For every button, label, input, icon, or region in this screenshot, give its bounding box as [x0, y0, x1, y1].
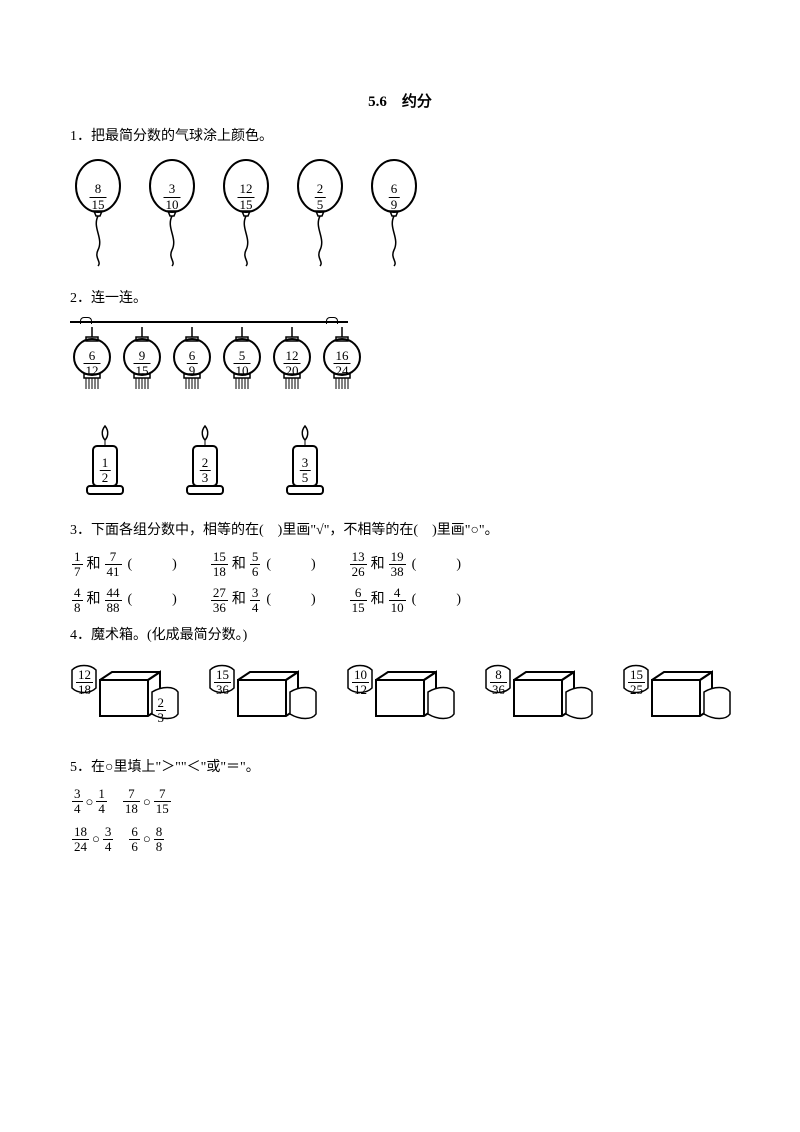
- magicbox-2: 1012: [346, 662, 456, 737]
- lantern-4: 1220: [270, 327, 314, 397]
- candle-fraction: 23: [200, 456, 211, 486]
- balloon-row: 815 310 1215 25: [70, 158, 740, 268]
- lantern-1: 915: [120, 327, 164, 397]
- fraction-pair: 1518和56 ( ): [211, 550, 320, 580]
- balloon-3: 25: [292, 158, 348, 268]
- magicbox-0: 1218 23: [70, 662, 180, 737]
- compare-circle[interactable]: ○: [92, 829, 100, 850]
- candle-2: 35: [280, 422, 330, 500]
- q5-row1: 34○14 718○715: [72, 787, 740, 817]
- q3-row2: 48和4488 ( ) 2736和34 ( ) 615和410 ( ): [72, 586, 740, 616]
- fraction-pair: 17和741 ( ): [72, 550, 181, 580]
- candle-0: 12: [80, 422, 130, 500]
- balloon-fraction: 1215: [238, 182, 255, 212]
- lantern-fraction: 510: [234, 349, 251, 379]
- answer-paren[interactable]: ( ): [412, 589, 465, 611]
- candle-row: 12 23 35: [80, 422, 740, 500]
- lantern-3: 510: [220, 327, 264, 397]
- compare-circle[interactable]: ○: [143, 792, 151, 813]
- q1-label: 1．把最简分数的气球涂上颜色。: [70, 126, 740, 148]
- lantern-fraction: 1220: [284, 349, 301, 379]
- lantern-fraction: 1624: [334, 349, 351, 379]
- and-text: 和: [87, 554, 101, 576]
- and-text: 和: [371, 589, 385, 611]
- and-text: 和: [232, 589, 246, 611]
- answer-paren[interactable]: ( ): [128, 589, 181, 611]
- magicbox-1: 1536: [208, 662, 318, 737]
- lantern-fraction: 69: [187, 349, 198, 379]
- fraction-pair: 1326和1938 ( ): [350, 550, 465, 580]
- q3-label: 3．下面各组分数中，相等的在( )里画"√"，不相等的在( )里画"○"。: [70, 520, 740, 542]
- magicbox-input: 1218: [76, 668, 93, 698]
- lantern-5: 1624: [320, 327, 364, 397]
- candle-1: 23: [180, 422, 230, 500]
- lantern-0: 612: [70, 327, 114, 397]
- q4-label: 4．魔术箱。(化成最简分数。): [70, 625, 740, 647]
- compare-pair: 1824○34: [72, 825, 113, 855]
- answer-paren[interactable]: ( ): [266, 554, 319, 576]
- q5-row2: 1824○34 66○88: [72, 825, 740, 855]
- compare-pair: 718○715: [123, 787, 171, 817]
- and-text: 和: [371, 554, 385, 576]
- balloon-fraction: 310: [164, 182, 181, 212]
- and-text: 和: [87, 589, 101, 611]
- q5-label: 5．在○里填上"＞""＜"或"＝"。: [70, 757, 740, 779]
- q2-label: 2．连一连。: [70, 288, 740, 310]
- fraction-pair: 2736和34 ( ): [211, 586, 320, 616]
- lantern-fraction: 612: [84, 349, 101, 379]
- fraction-pair: 615和410 ( ): [350, 586, 465, 616]
- lantern-group: 612 915: [70, 321, 740, 397]
- candle-fraction: 35: [300, 456, 311, 486]
- magicbox-row: 1218 23 1536 1012: [70, 662, 740, 737]
- balloon-fraction: 25: [315, 182, 326, 212]
- balloon-1: 310: [144, 158, 200, 268]
- balloon-2: 1215: [218, 158, 274, 268]
- balloon-4: 69: [366, 158, 422, 268]
- lantern-fraction: 915: [134, 349, 151, 379]
- magicbox-input: 1012: [352, 668, 369, 698]
- compare-pair: 34○14: [72, 787, 107, 817]
- candle-fraction: 12: [100, 456, 111, 486]
- compare-circle[interactable]: ○: [143, 829, 151, 850]
- compare-pair: 66○88: [129, 825, 164, 855]
- magicbox-output[interactable]: 23: [156, 696, 167, 726]
- magicbox-4: 1525: [622, 662, 732, 737]
- q3-row1: 17和741 ( ) 1518和56 ( ) 1326和1938 ( ): [72, 550, 740, 580]
- balloon-fraction: 69: [389, 182, 400, 212]
- balloon-fraction: 815: [90, 182, 107, 212]
- answer-paren[interactable]: ( ): [412, 554, 465, 576]
- magicbox-input: 1525: [628, 668, 645, 698]
- magicbox-input: 836: [490, 668, 507, 698]
- answer-paren[interactable]: ( ): [128, 554, 181, 576]
- magicbox-3: 836: [484, 662, 594, 737]
- compare-circle[interactable]: ○: [86, 792, 94, 813]
- lantern-2: 69: [170, 327, 214, 397]
- and-text: 和: [232, 554, 246, 576]
- answer-paren[interactable]: ( ): [266, 589, 319, 611]
- balloon-0: 815: [70, 158, 126, 268]
- page-title: 5.6 约分: [60, 90, 740, 114]
- magicbox-input: 1536: [214, 668, 231, 698]
- fraction-pair: 48和4488 ( ): [72, 586, 181, 616]
